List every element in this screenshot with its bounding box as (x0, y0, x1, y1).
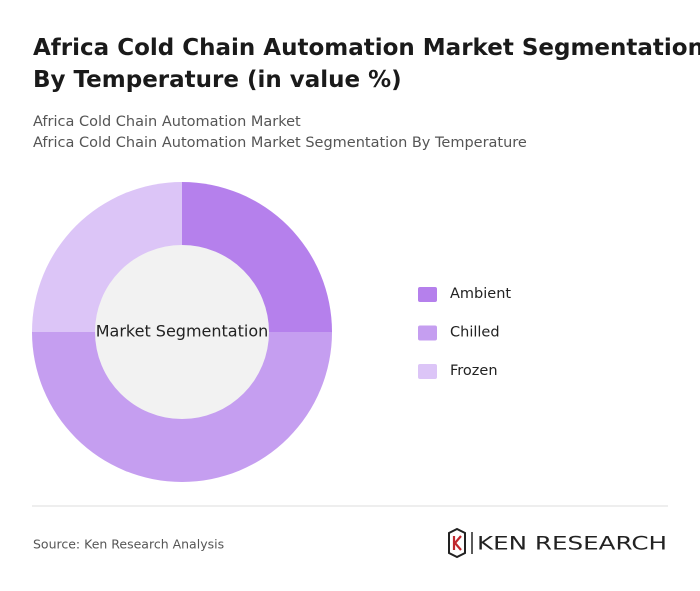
logo-text: KEN RESEARCH (477, 533, 667, 555)
legend-label: Chilled (450, 325, 500, 341)
subtitle: Africa Cold Chain Automation Market (33, 114, 301, 130)
logo: KEN RESEARCH (448, 527, 667, 559)
legend-swatch (418, 364, 437, 379)
subtitle: Africa Cold Chain Automation Market Segm… (33, 135, 527, 151)
center-label: Market Segmentation (96, 322, 269, 341)
source: Source: Ken Research Analysis (33, 537, 224, 552)
logo-icon (452, 535, 462, 551)
legend-label: Ambient (450, 286, 511, 302)
donut-hole (95, 245, 269, 419)
legend-swatch (418, 325, 437, 341)
legend: Ambient Chilled Frozen (418, 286, 511, 379)
chart-title: Africa Cold Chain Automation Market Segm… (33, 35, 700, 93)
legend-swatch (418, 287, 437, 302)
legend-label: Frozen (450, 363, 498, 379)
logo-icon (448, 527, 466, 559)
